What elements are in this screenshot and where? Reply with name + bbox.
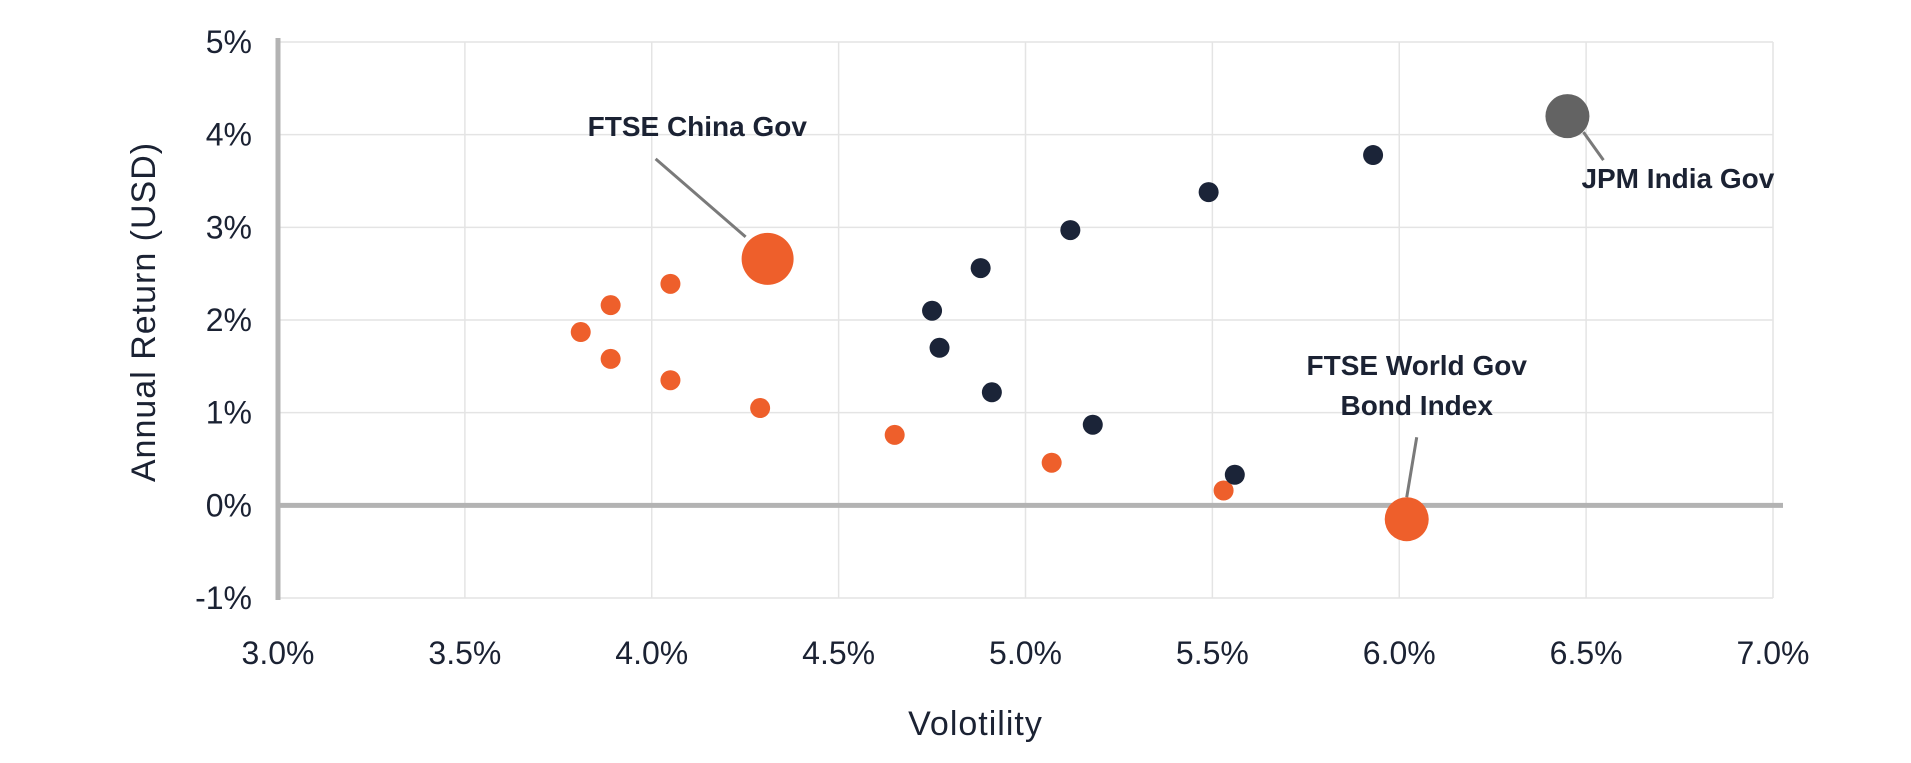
data-point-navy (970, 258, 991, 279)
x-tick-label: 6.0% (1363, 635, 1436, 671)
x-tick-label: 5.5% (1176, 635, 1249, 671)
data-point-navy (929, 337, 950, 358)
data-point-orange (660, 370, 681, 391)
annotation-leader (1405, 436, 1419, 498)
y-tick-label: 4% (206, 117, 252, 153)
data-point-navy (1198, 182, 1219, 203)
x-tick-label: 5.0% (989, 635, 1062, 671)
y-tick-label: 5% (206, 24, 252, 60)
x-tick-label: 3.0% (242, 635, 315, 671)
data-point-orange (600, 348, 621, 369)
grid (278, 41, 1774, 599)
data-point-orange (1041, 452, 1062, 473)
x-tick-label: 3.5% (428, 635, 501, 671)
data-point-navy (922, 300, 943, 321)
annotation-leader (1582, 131, 1605, 162)
data-point-orange (750, 398, 771, 419)
y-tick-label: 2% (206, 302, 252, 338)
tick-labels: 3.0% 3.5% 4.0% 4.5% 5.0% 5.5% 6.0% 6.5% 7.0% -1% 0… (195, 24, 1809, 671)
highlight-point (741, 232, 794, 285)
annotation-label: FTSE World Gov (1307, 350, 1528, 381)
annotation-label: JPM India Gov (1581, 163, 1774, 194)
y-tick-label: 3% (206, 209, 252, 245)
y-axis-title: Annual Return (USD) (125, 142, 163, 482)
data-point-navy (981, 382, 1002, 403)
y-tick-label: 1% (206, 395, 252, 431)
axes (275, 38, 1783, 600)
data-point-navy (1060, 220, 1081, 241)
data-point-orange (660, 273, 681, 294)
data-point-orange (884, 424, 905, 445)
highlight-point (1545, 94, 1590, 139)
data-points (570, 94, 1590, 542)
x-tick-label: 6.5% (1550, 635, 1623, 671)
annotations: FTSE China Gov FTSE World Gov Bond Index JP… (588, 111, 1775, 421)
x-tick-label: 4.5% (802, 635, 875, 671)
annotation-label: FTSE China Gov (588, 111, 808, 142)
y-tick-label: 0% (206, 487, 252, 523)
data-point-orange (600, 295, 621, 316)
data-point-orange (570, 322, 591, 343)
annotation-leader (654, 157, 747, 238)
highlight-point (1384, 497, 1429, 542)
x-tick-label: 4.0% (615, 635, 688, 671)
x-axis-title: Volotility (908, 705, 1043, 743)
x-tick-label: 7.0% (1737, 635, 1810, 671)
data-point-navy (1224, 464, 1245, 485)
y-tick-label: -1% (195, 580, 252, 616)
data-point-orange (1213, 480, 1234, 501)
annotation-label: Bond Index (1340, 390, 1493, 421)
annotation-leaders (654, 131, 1605, 498)
data-point-navy (1082, 414, 1103, 435)
data-point-navy (1363, 145, 1384, 166)
